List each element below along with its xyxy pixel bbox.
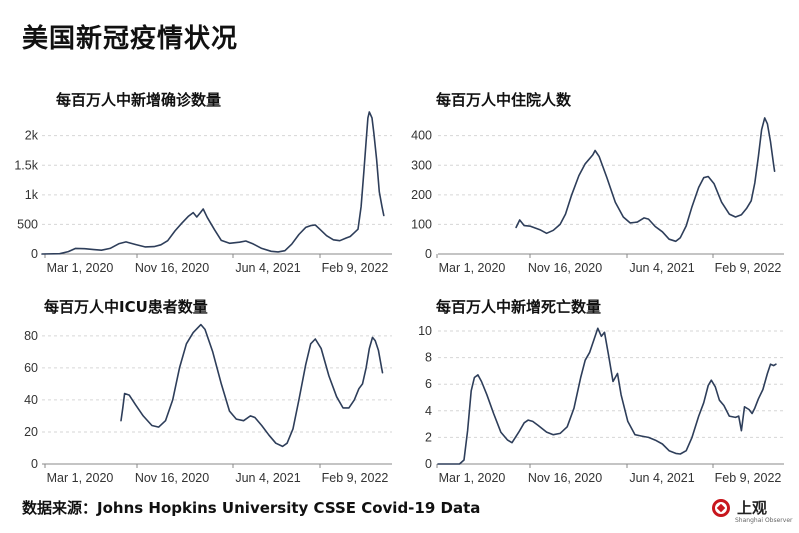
y-tick-label: 300	[411, 158, 432, 172]
y-tick-label: 80	[24, 329, 38, 343]
x-tick-label: Feb 9, 2022	[715, 471, 782, 485]
x-tick-label: Mar 1, 2020	[47, 471, 114, 485]
x-tick-label: Nov 16, 2020	[528, 261, 602, 275]
x-tick-label: Jun 4, 2021	[629, 471, 694, 485]
y-tick-label: 8	[425, 351, 432, 365]
logo-subtitle: Shanghai Observer	[735, 517, 793, 524]
chart-title-cases: 每百万人中新增确诊数量	[56, 91, 222, 109]
y-tick-label: 4	[425, 404, 432, 418]
chart-title-hospitalized: 每百万人中住院人数	[436, 91, 572, 109]
x-tick-label: Feb 9, 2022	[715, 261, 782, 275]
y-tick-label: 1.5k	[14, 158, 38, 172]
y-tick-label: 1k	[25, 188, 39, 202]
x-tick-label: Nov 16, 2020	[135, 261, 209, 275]
y-tick-label: 0	[425, 247, 432, 261]
y-tick-label: 40	[24, 393, 38, 407]
chart-title-icu: 每百万人中ICU患者数量	[44, 298, 208, 316]
y-tick-label: 60	[24, 361, 38, 375]
series-line	[120, 323, 384, 448]
y-tick-label: 100	[411, 217, 432, 231]
x-tick-label: Feb 9, 2022	[322, 471, 389, 485]
x-tick-label: Mar 1, 2020	[439, 261, 506, 275]
y-tick-label: 0	[31, 457, 38, 471]
data-source-note: 数据来源：Johns Hopkins University CSSE Covid…	[22, 499, 481, 517]
y-tick-label: 20	[24, 425, 38, 439]
x-tick-label: Jun 4, 2021	[235, 261, 300, 275]
logo-name: 上观	[737, 499, 768, 517]
x-tick-label: Mar 1, 2020	[439, 471, 506, 485]
x-tick-label: Nov 16, 2020	[135, 471, 209, 485]
y-tick-label: 200	[411, 188, 432, 202]
x-tick-label: Mar 1, 2020	[47, 261, 114, 275]
y-tick-label: 2	[425, 430, 432, 444]
series-line	[437, 327, 777, 465]
y-tick-label: 400	[411, 129, 432, 143]
y-tick-label: 500	[17, 217, 38, 231]
series-line	[41, 111, 385, 255]
chart-title-deaths: 每百万人中新增死亡数量	[436, 298, 602, 316]
x-tick-label: Jun 4, 2021	[629, 261, 694, 275]
page-title: 美国新冠疫情状况	[22, 24, 239, 54]
y-tick-label: 0	[425, 457, 432, 471]
brand-logo: 上观 Shanghai Observer	[712, 497, 792, 529]
x-tick-label: Feb 9, 2022	[322, 261, 389, 275]
logo-icon	[712, 499, 730, 517]
series-line	[515, 117, 776, 243]
y-tick-label: 2k	[25, 129, 39, 143]
x-tick-label: Jun 4, 2021	[235, 471, 300, 485]
y-tick-label: 0	[31, 247, 38, 261]
x-tick-label: Nov 16, 2020	[528, 471, 602, 485]
y-tick-label: 10	[418, 324, 432, 338]
y-tick-label: 6	[425, 377, 432, 391]
